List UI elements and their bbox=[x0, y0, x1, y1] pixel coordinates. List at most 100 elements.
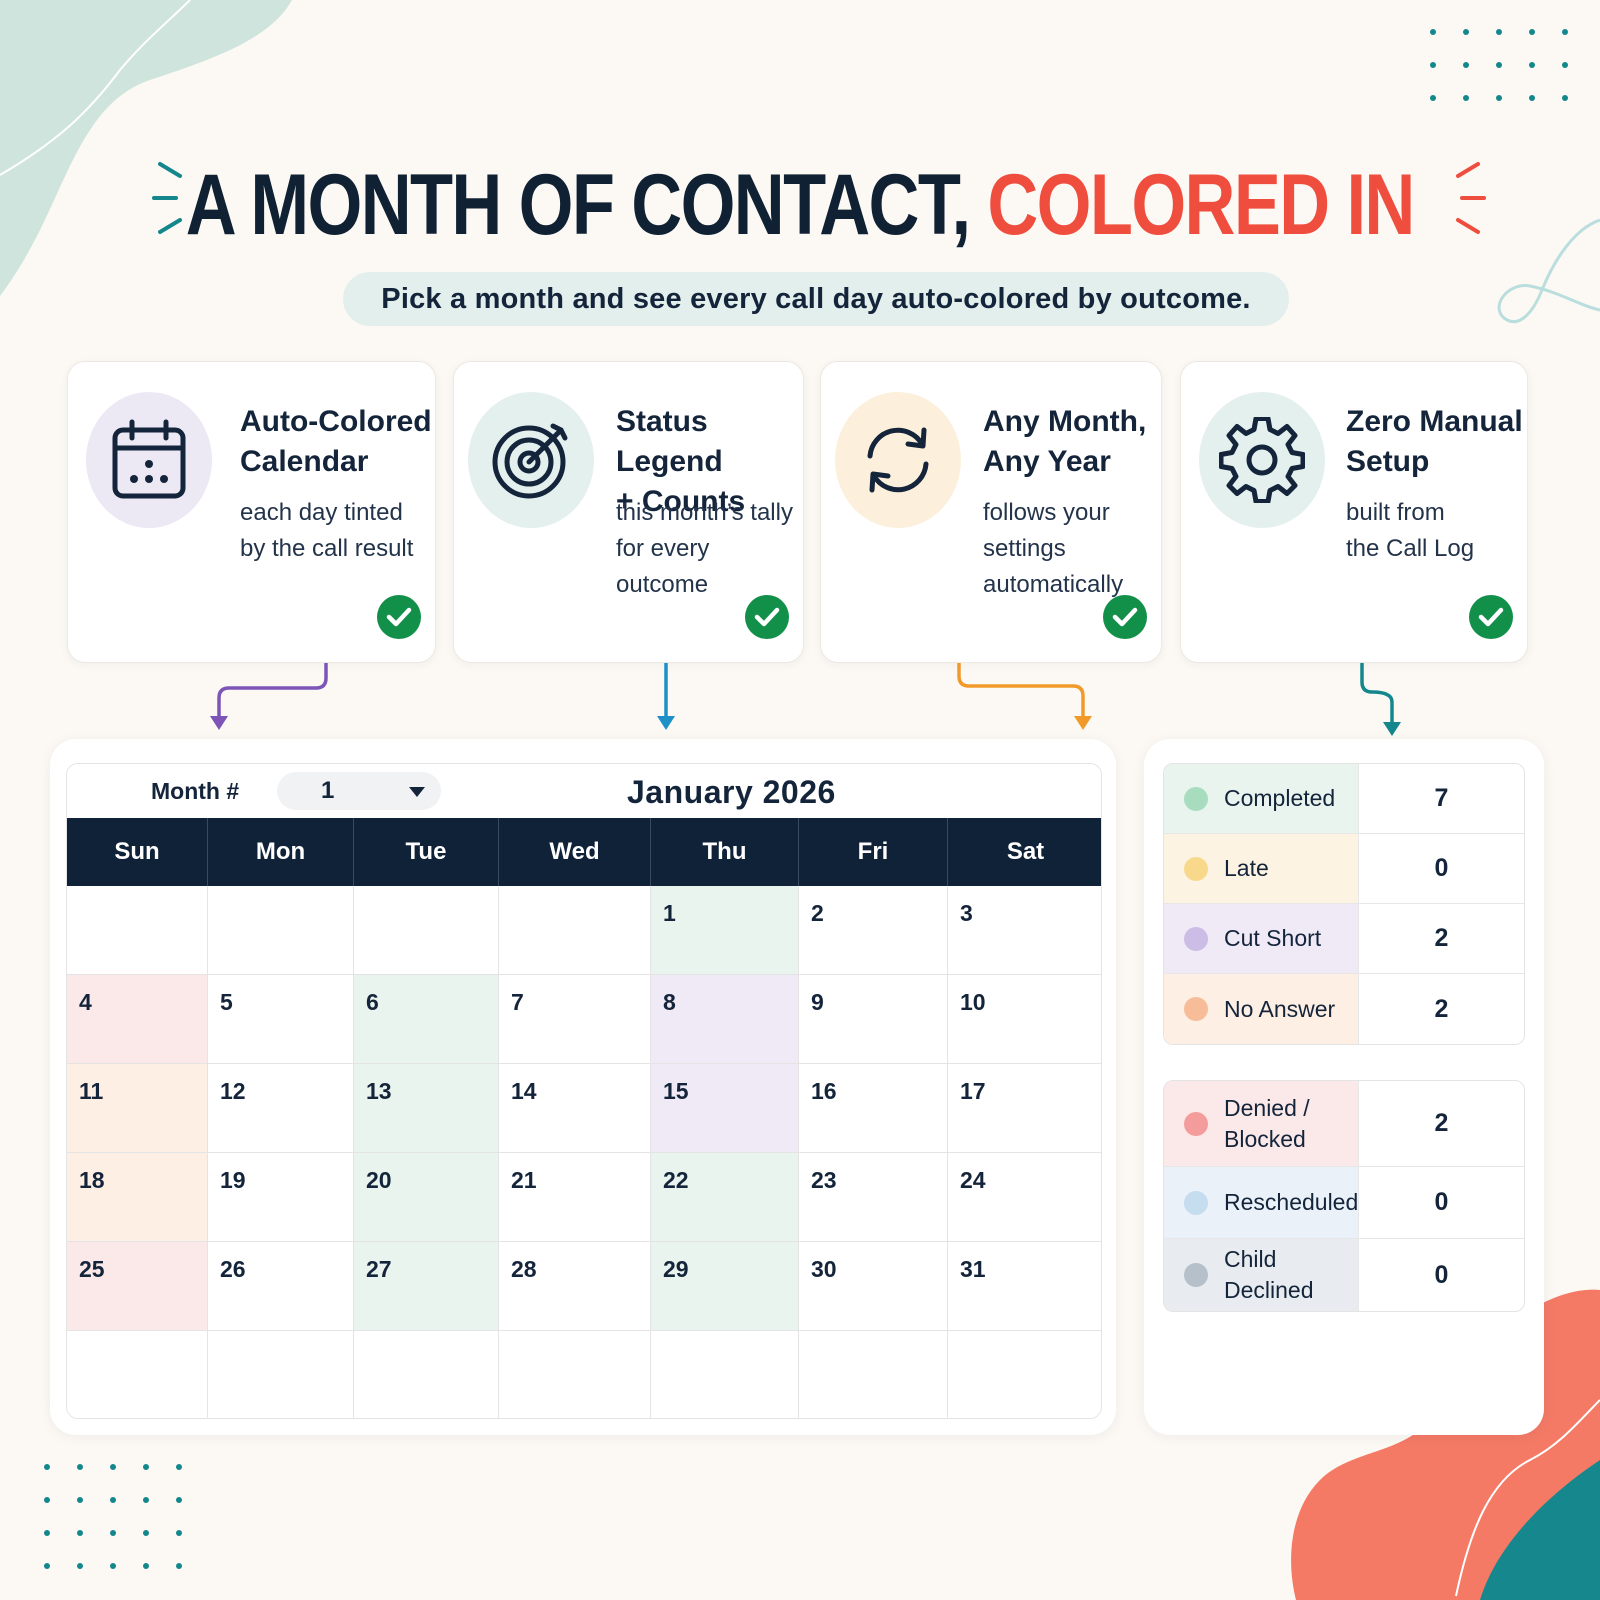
month-select-value: 1 bbox=[321, 777, 335, 804]
calendar-day-cell[interactable]: 12 bbox=[208, 1064, 354, 1153]
calendar-empty-cell bbox=[499, 886, 651, 975]
dow-thu: Thu bbox=[651, 818, 799, 886]
status-dot-icon bbox=[1184, 926, 1208, 951]
calendar-day-cell[interactable]: 11 bbox=[67, 1064, 208, 1153]
legend-label-cell: Cut Short bbox=[1164, 904, 1358, 973]
feature-text-line2: settings bbox=[983, 535, 1066, 562]
dow-sun: Sun bbox=[67, 818, 208, 886]
calendar-day-cell[interactable]: 15 bbox=[651, 1064, 799, 1153]
day-number: 26 bbox=[220, 1256, 246, 1282]
day-number: 30 bbox=[811, 1256, 837, 1282]
calendar-day-cell[interactable]: 14 bbox=[499, 1064, 651, 1153]
feature-title-line2: Setup bbox=[1346, 445, 1430, 478]
day-number: 22 bbox=[663, 1167, 689, 1193]
day-number: 5 bbox=[220, 989, 233, 1015]
day-number: 16 bbox=[811, 1078, 837, 1104]
day-number: 1 bbox=[663, 900, 676, 926]
calendar-grid: 1 2 3 4 5 6 7 8 9 10 11 12 13 14 15 16 17 18 19 20 21 22 23 24 2… bbox=[67, 886, 1101, 1418]
legend-count: 7 bbox=[1358, 764, 1524, 833]
calendar-day-cell[interactable]: 8 bbox=[651, 975, 799, 1064]
feature-card-any-month: Any Month, Any Year follows your setting… bbox=[820, 361, 1162, 663]
feature-text-line1: follows your bbox=[983, 499, 1110, 526]
calendar-day-cell[interactable]: 4 bbox=[67, 975, 208, 1064]
calendar-day-cell[interactable]: 5 bbox=[208, 975, 354, 1064]
legend-count: 0 bbox=[1358, 1167, 1524, 1238]
feature-text-line2: by the call result bbox=[240, 535, 414, 562]
dow-mon: Mon bbox=[208, 818, 354, 886]
day-number: 25 bbox=[79, 1256, 105, 1282]
calendar-empty-cell bbox=[208, 886, 354, 975]
calendar-day-cell[interactable]: 13 bbox=[354, 1064, 499, 1153]
legend-label: Child Declined bbox=[1224, 1246, 1314, 1303]
calendar-day-cell[interactable]: 18 bbox=[67, 1153, 208, 1242]
month-label: Month # bbox=[151, 778, 240, 804]
decorative-curve-right bbox=[1497, 218, 1600, 324]
target-icon bbox=[468, 392, 594, 528]
feature-text-line1: built from bbox=[1346, 499, 1445, 526]
calendar-day-cell[interactable]: 29 bbox=[651, 1242, 799, 1331]
calendar-day-cell[interactable]: 30 bbox=[799, 1242, 948, 1331]
page-title: A MONTH OF CONTACT, COLORED IN bbox=[0, 150, 1600, 260]
calendar-empty-cell bbox=[651, 1331, 799, 1418]
calendar-day-cell[interactable]: 17 bbox=[948, 1064, 1101, 1153]
feature-title-line1: Status Legend bbox=[616, 405, 723, 478]
calendar-empty-cell bbox=[499, 1331, 651, 1418]
legend-row-child-declined: Child Declined 0 bbox=[1164, 1239, 1524, 1311]
legend-row-no-answer: No Answer 2 bbox=[1164, 974, 1524, 1044]
calendar-day-cell[interactable]: 22 bbox=[651, 1153, 799, 1242]
calendar: Month # 1 January 2026 Sun Mon Tue Wed T… bbox=[66, 763, 1102, 1419]
day-number: 12 bbox=[220, 1078, 246, 1104]
month-select[interactable]: 1 bbox=[277, 772, 441, 810]
calendar-day-cell[interactable]: 19 bbox=[208, 1153, 354, 1242]
calendar-day-cell[interactable]: 20 bbox=[354, 1153, 499, 1242]
calendar-day-cell[interactable]: 16 bbox=[799, 1064, 948, 1153]
feature-text-line2: for every outcome bbox=[616, 535, 710, 598]
legend-label-cell: Late bbox=[1164, 834, 1358, 903]
day-number: 20 bbox=[366, 1167, 392, 1193]
calendar-day-cell[interactable]: 6 bbox=[354, 975, 499, 1064]
calendar-day-cell[interactable]: 2 bbox=[799, 886, 948, 975]
day-number: 17 bbox=[960, 1078, 986, 1104]
dow-sat: Sat bbox=[1006, 838, 1045, 865]
day-number: 24 bbox=[960, 1167, 986, 1193]
day-number: 23 bbox=[811, 1167, 837, 1193]
calendar-day-cell[interactable]: 21 bbox=[499, 1153, 651, 1242]
title-main: A MONTH OF CONTACT, bbox=[186, 156, 971, 253]
calendar-empty-cell bbox=[208, 1331, 354, 1418]
days-of-week-header: Sun Mon Tue Wed Thu Fri Sat bbox=[67, 818, 1101, 886]
day-number: 13 bbox=[366, 1078, 392, 1104]
calendar-day-cell[interactable]: 27 bbox=[354, 1242, 499, 1331]
calendar-day-cell[interactable]: 1 bbox=[651, 886, 799, 975]
calendar-title: January 2026 bbox=[627, 774, 836, 810]
calendar-day-cell[interactable]: 31 bbox=[948, 1242, 1101, 1331]
day-number: 6 bbox=[366, 989, 379, 1015]
check-icon bbox=[377, 595, 421, 639]
feature-text-line1: each day tinted bbox=[240, 499, 403, 526]
spark-lines-left-icon bbox=[152, 162, 182, 234]
calendar-day-cell[interactable]: 10 bbox=[948, 975, 1101, 1064]
feature-text-line1: this month’s tally bbox=[616, 499, 793, 526]
day-number: 18 bbox=[79, 1167, 105, 1193]
spark-lines-right-icon bbox=[1456, 162, 1486, 234]
legend-count: 0 bbox=[1358, 834, 1524, 903]
dow-fri: Fri bbox=[799, 818, 948, 886]
subtitle-pill: Pick a month and see every call day auto… bbox=[343, 272, 1289, 326]
legend-group-secondary: Denied / Blocked 2 Rescheduled 0 Child Decli… bbox=[1163, 1080, 1525, 1312]
calendar-day-cell[interactable]: 7 bbox=[499, 975, 651, 1064]
legend-group-primary: Completed 7 Late 0 Cut Short 2 No Answer 2 bbox=[1163, 763, 1525, 1045]
legend-count: 2 bbox=[1358, 904, 1524, 973]
calendar-day-cell[interactable]: 26 bbox=[208, 1242, 354, 1331]
feature-title-line1: Auto-Colored bbox=[240, 405, 432, 438]
day-number: 29 bbox=[663, 1256, 689, 1282]
calendar-day-cell[interactable]: 9 bbox=[799, 975, 948, 1064]
calendar-day-cell[interactable]: 24 bbox=[948, 1153, 1101, 1242]
feature-card-zero-setup: Zero Manual Setup built from the Call Lo… bbox=[1180, 361, 1528, 663]
day-number: 15 bbox=[663, 1078, 689, 1104]
feature-text-line2: the Call Log bbox=[1346, 535, 1475, 562]
day-number: 28 bbox=[511, 1256, 537, 1282]
calendar-day-cell[interactable]: 3 bbox=[948, 886, 1101, 975]
calendar-day-cell[interactable]: 28 bbox=[499, 1242, 651, 1331]
calendar-day-cell[interactable]: 23 bbox=[799, 1153, 948, 1242]
check-icon bbox=[1103, 595, 1147, 639]
calendar-day-cell[interactable]: 25 bbox=[67, 1242, 208, 1331]
